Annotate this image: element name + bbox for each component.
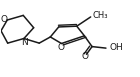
Text: O: O xyxy=(1,15,8,24)
Text: OH: OH xyxy=(109,43,123,52)
Text: N: N xyxy=(21,38,28,47)
Text: CH₃: CH₃ xyxy=(92,11,108,19)
Text: O: O xyxy=(82,52,89,61)
Text: O: O xyxy=(57,43,64,52)
